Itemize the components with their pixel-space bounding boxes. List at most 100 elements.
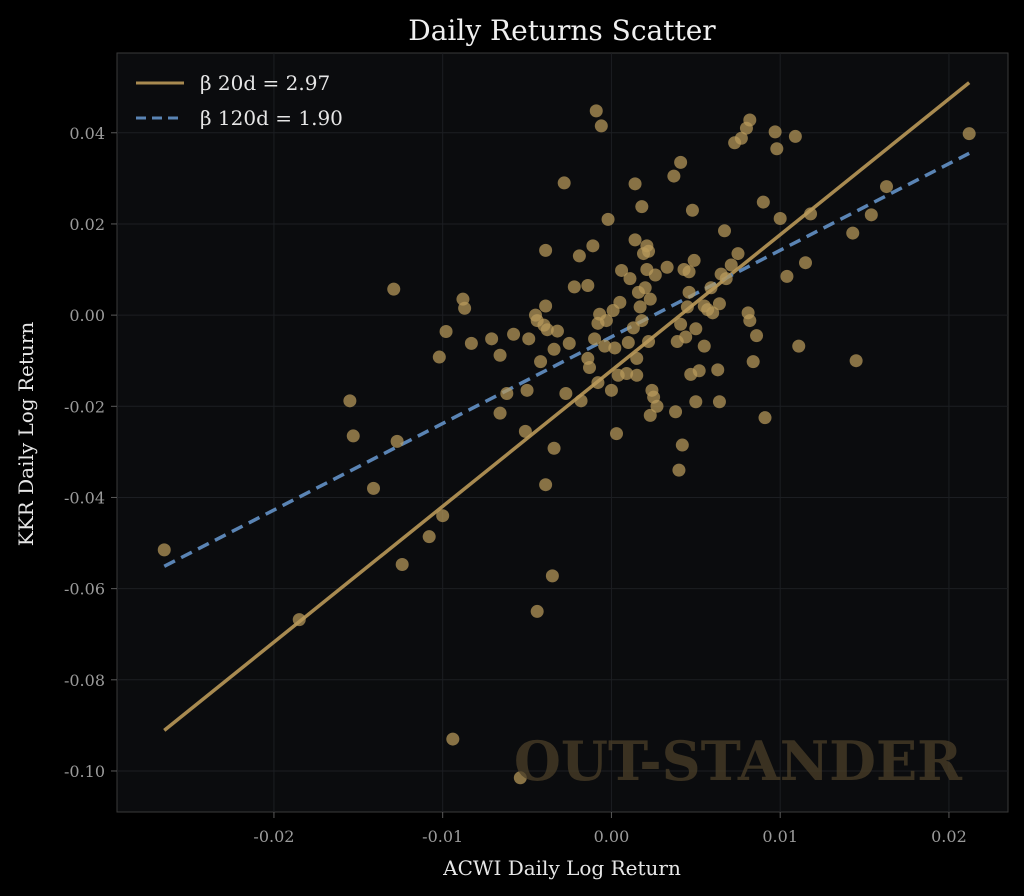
watermark: OUT-STANDER — [514, 729, 963, 793]
scatter-point — [513, 771, 527, 785]
legend: β 20d = 2.97 β 120d = 1.90 — [136, 71, 343, 130]
y-tick-label: 0.04 — [69, 124, 105, 143]
scatter-point — [464, 336, 478, 350]
scatter-point — [520, 383, 534, 397]
scatter-point — [557, 176, 571, 190]
scatter-point — [643, 408, 657, 422]
scatter-point — [706, 306, 720, 320]
scatter-point — [157, 543, 171, 557]
scatter-point — [458, 301, 472, 315]
scatter-point — [643, 292, 657, 306]
scatter-point — [630, 368, 644, 382]
scatter-point — [846, 226, 860, 240]
scatter-point — [633, 300, 647, 314]
chart-title: Daily Returns Scatter — [408, 14, 716, 47]
plot-area — [116, 52, 1009, 813]
y-tick-label: -0.04 — [64, 488, 105, 507]
scatter-point — [422, 530, 436, 544]
scatter-point — [493, 348, 507, 362]
scatter-point — [292, 613, 306, 627]
scatter-point — [439, 325, 453, 339]
scatter-point — [615, 263, 629, 277]
scatter-point — [697, 339, 711, 353]
scatter-point — [589, 104, 603, 118]
scatter-point — [507, 327, 521, 341]
scatter-point — [687, 253, 701, 267]
scatter-point — [638, 281, 652, 295]
legend-label-beta-120d: β 120d = 1.90 — [200, 106, 343, 130]
scatter-point — [804, 207, 818, 221]
scatter-point — [650, 399, 664, 413]
scatter-point — [395, 557, 409, 571]
scatter-point — [446, 732, 460, 746]
scatter-point — [780, 269, 794, 283]
scatter-point — [572, 249, 586, 263]
scatter-point — [367, 481, 380, 495]
scatter-point — [547, 342, 561, 356]
scatter-point — [601, 212, 615, 226]
scatter-point — [623, 272, 637, 286]
x-tick-label: -0.02 — [253, 827, 294, 846]
scatter-point — [559, 387, 573, 401]
scatter-point — [567, 280, 581, 294]
scatter-point — [799, 256, 812, 270]
scatter-point — [387, 282, 401, 296]
scatter-point — [648, 268, 662, 282]
scatter-point — [674, 317, 688, 331]
scatter-point — [583, 361, 596, 375]
scatter-point — [343, 394, 357, 408]
data-points — [157, 104, 976, 785]
y-tick-label: -0.08 — [64, 671, 105, 690]
scatter-point — [711, 363, 725, 377]
scatter-point — [594, 119, 608, 133]
scatter-point — [390, 434, 404, 448]
x-tick-label: 0.02 — [931, 827, 967, 846]
scatter-point — [581, 278, 595, 292]
y-axis: -0.10 -0.08 -0.06 -0.04 -0.02 0.00 0.02 0.04 — [64, 124, 117, 781]
scatter-point — [539, 243, 553, 257]
scatter-point — [432, 350, 446, 364]
scatter-point — [530, 604, 544, 618]
scatter-point — [642, 244, 656, 258]
scatter-point — [689, 395, 703, 409]
scatter-point — [682, 285, 696, 299]
scatter-point — [604, 383, 618, 397]
scatter-point — [500, 387, 514, 401]
scatter-point — [746, 355, 760, 369]
scatter-point — [621, 335, 635, 349]
scatter-point — [962, 127, 976, 141]
scatter-point — [692, 364, 706, 378]
scatter-point — [346, 429, 360, 443]
scatter-point — [485, 332, 499, 346]
scatter-point — [628, 177, 642, 191]
scatter-point — [598, 339, 612, 353]
scatter-point — [660, 260, 674, 274]
scatter-point — [667, 169, 681, 183]
scatter-point — [630, 351, 644, 365]
scatter-point — [620, 366, 634, 380]
scatter-point — [608, 341, 622, 355]
scatter-point — [750, 329, 764, 343]
scatter-point — [635, 314, 649, 328]
scatter-point — [731, 247, 745, 261]
scatter-point — [669, 405, 683, 419]
y-axis-label: KKR Daily Log Return — [14, 322, 38, 547]
y-tick-label: -0.10 — [64, 762, 105, 781]
scatter-point — [574, 394, 588, 408]
scatter-point — [675, 438, 689, 452]
scatter-point — [712, 395, 726, 409]
y-tick-label: 0.02 — [69, 215, 105, 234]
scatter-point — [599, 314, 613, 328]
scatter-point — [674, 155, 688, 169]
x-tick-label: 0.00 — [594, 827, 630, 846]
scatter-point — [635, 200, 649, 214]
y-tick-label: 0.00 — [69, 306, 105, 325]
scatter-point — [773, 211, 787, 225]
scatter-point — [539, 478, 553, 492]
x-tick-label: -0.01 — [422, 827, 463, 846]
scatter-point — [550, 324, 564, 338]
scatter-point — [724, 258, 738, 272]
x-axis-label: ACWI Daily Log Return — [442, 856, 681, 880]
scatter-point — [734, 131, 748, 145]
